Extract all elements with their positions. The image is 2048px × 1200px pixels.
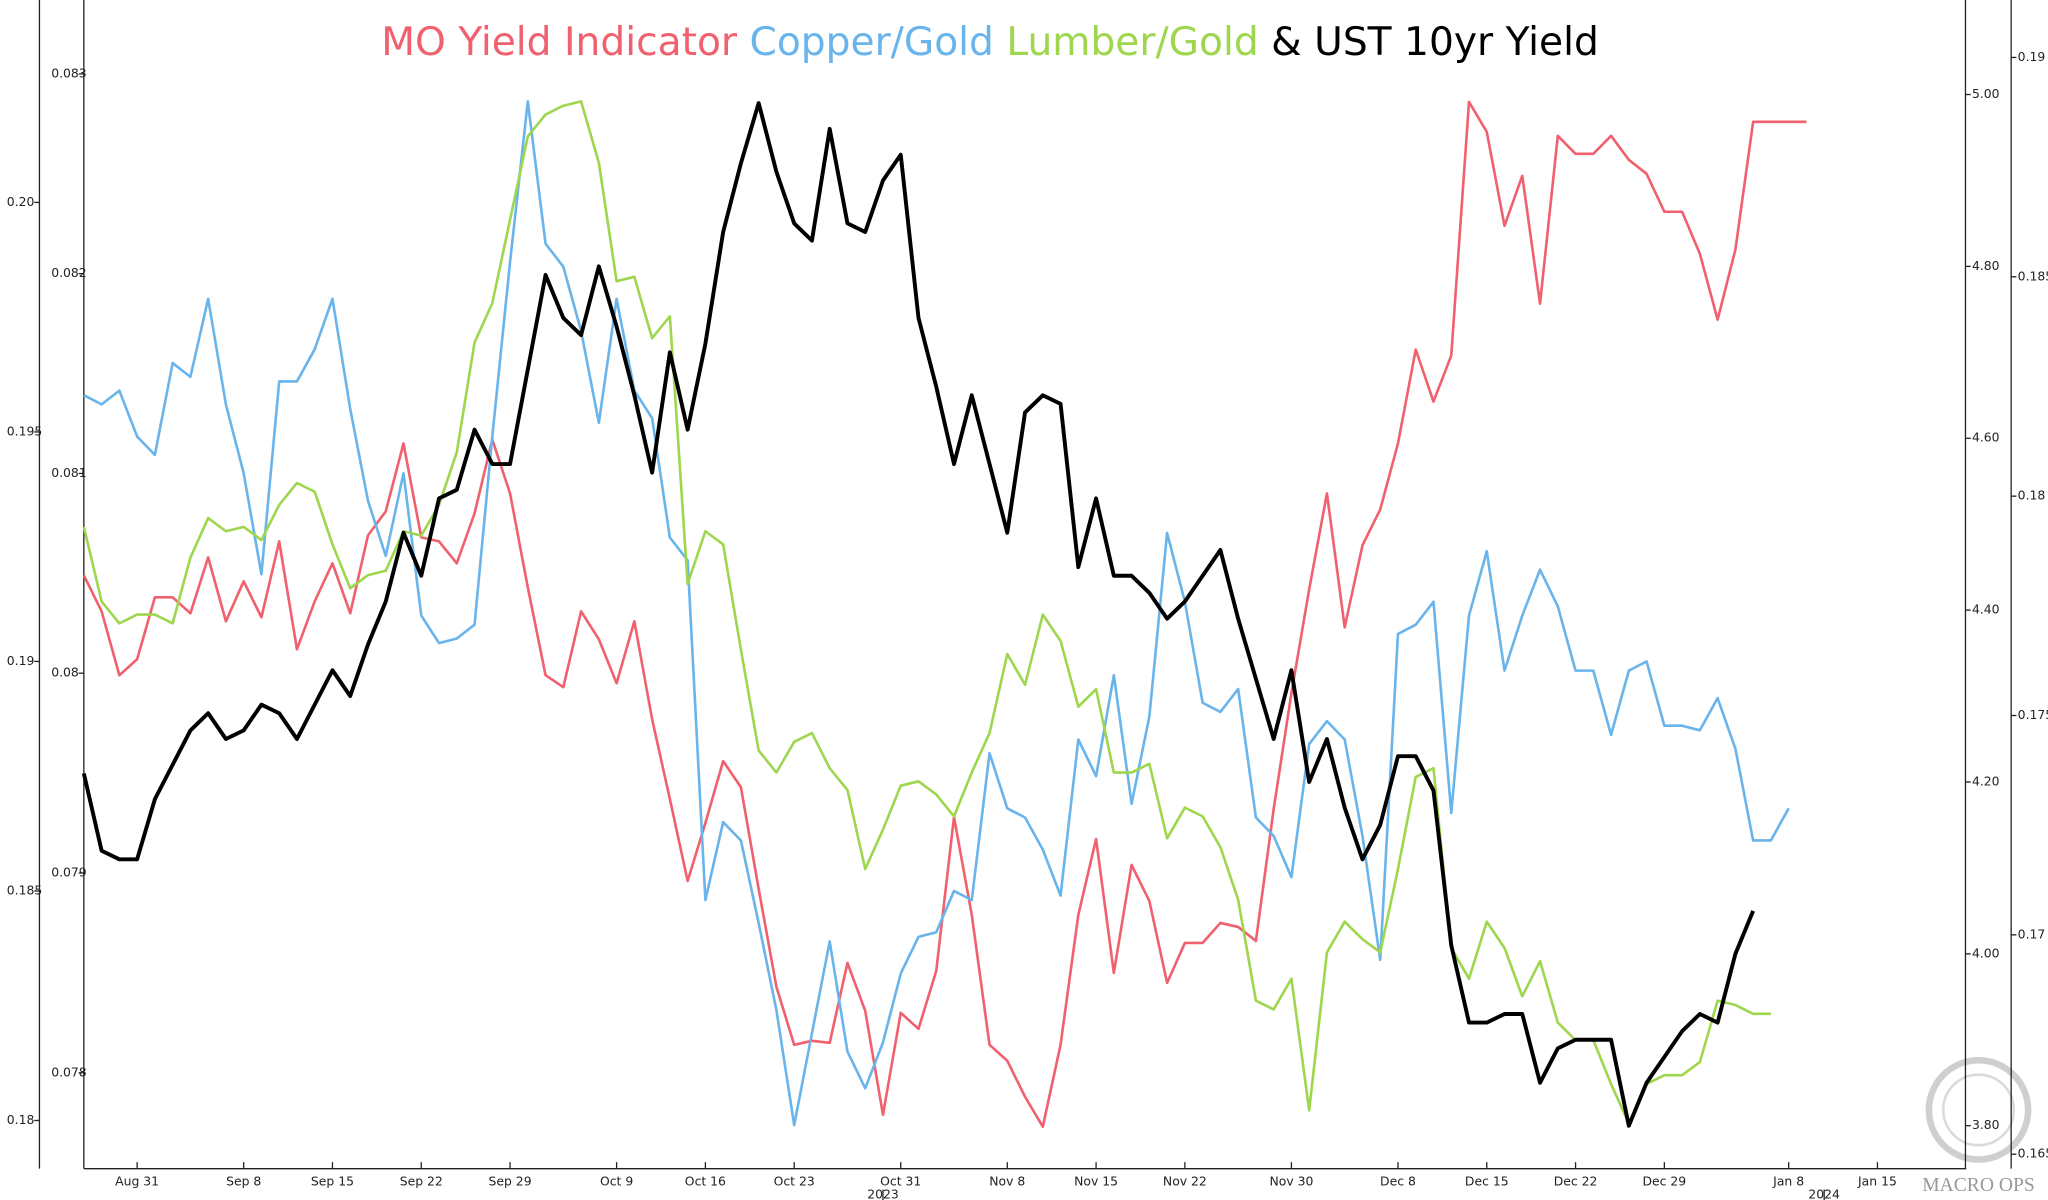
y-tick-label: 0.078 (51, 1064, 87, 1079)
y-tick-label: 0.18 (7, 1112, 35, 1127)
series-line (83, 100, 1790, 1127)
y-tick-label: 5.00 (1972, 86, 2000, 101)
y-tick-label: 0.082 (51, 265, 86, 280)
title-part: MO Yield Indicator (381, 20, 738, 65)
x-tick-label: Sep 15 (311, 1174, 354, 1189)
x-tick-label: Aug 31 (115, 1174, 159, 1189)
x-tick-label: Sep 29 (489, 1174, 532, 1189)
y-tick-label: 0.083 (51, 65, 86, 80)
y-tick-label: 4.20 (1972, 773, 2000, 788)
x-tick-label: Sep 22 (400, 1174, 443, 1189)
title-part: Copper/Gold (749, 20, 993, 65)
y-tick-label: 0.18 (2018, 488, 2046, 503)
x-tick-label: Dec 22 (1554, 1174, 1598, 1189)
x-tick-label: Oct 9 (600, 1174, 633, 1189)
watermark: MACRO OPS (1922, 1175, 2035, 1196)
x-tick-label: Jan 15 (1857, 1174, 1897, 1189)
y-tick-label: 0.081 (51, 465, 86, 480)
x-tick-label: Jan 8 (1772, 1174, 1804, 1189)
x-tick-label: Nov 8 (989, 1174, 1025, 1189)
series-line (81, 101, 1755, 1128)
y-tick-label: 4.00 (1972, 945, 2000, 960)
y-tick-label: 0.08 (51, 665, 79, 680)
y-tick-label: 0.185 (7, 882, 42, 897)
watermark-logo (1925, 1057, 2032, 1163)
series-line (82, 100, 1807, 1129)
y-tick-label: 0.079 (51, 865, 87, 880)
y-tick-label: 0.20 (7, 194, 35, 209)
title-part: UST 10yr Yield (1314, 20, 1599, 65)
y-tick-label: 4.80 (1972, 258, 2000, 273)
x-tick-label: Dec 15 (1465, 1174, 1509, 1189)
x-major-label: 2023 (867, 1187, 899, 1200)
x-tick-label: Oct 31 (880, 1174, 921, 1189)
y-tick-label: 0.17 (2018, 926, 2046, 941)
y-tick-label: 4.40 (1972, 602, 2000, 617)
x-tick-label: Oct 23 (774, 1174, 815, 1189)
x-tick-label: Dec 8 (1380, 1174, 1416, 1189)
y-tick-label: 3.80 (1972, 1117, 2000, 1132)
title-part: & (1271, 20, 1302, 65)
y-tick-label: 0.185 (2018, 268, 2048, 283)
x-tick-label: Dec 29 (1643, 1174, 1687, 1189)
y-tick-label: 0.195 (7, 423, 42, 438)
x-tick-label: Oct 16 (685, 1174, 726, 1189)
x-tick-label: Sep 8 (226, 1174, 261, 1189)
y-tick-label: 0.19 (7, 653, 35, 668)
title-part: Lumber/Gold (1006, 20, 1258, 65)
y-tick-label: 4.60 (1972, 430, 2000, 445)
x-tick-label: Nov 30 (1269, 1174, 1313, 1189)
y-tick-label: 0.175 (2018, 707, 2048, 722)
x-tick-label: Nov 15 (1074, 1174, 1118, 1189)
x-tick-label: Nov 22 (1163, 1174, 1207, 1189)
logo-ring (1941, 1073, 2016, 1147)
logo-ring (1925, 1057, 2032, 1163)
x-major-label: 2024 (1808, 1187, 1840, 1200)
y-tick-label: 0.165 (2018, 1146, 2048, 1161)
series-line (82, 100, 1771, 1125)
y-tick-label: 0.19 (2018, 49, 2046, 64)
chart-title: MO Yield Indicator Copper/Gold Lumber/Go… (381, 20, 1599, 65)
